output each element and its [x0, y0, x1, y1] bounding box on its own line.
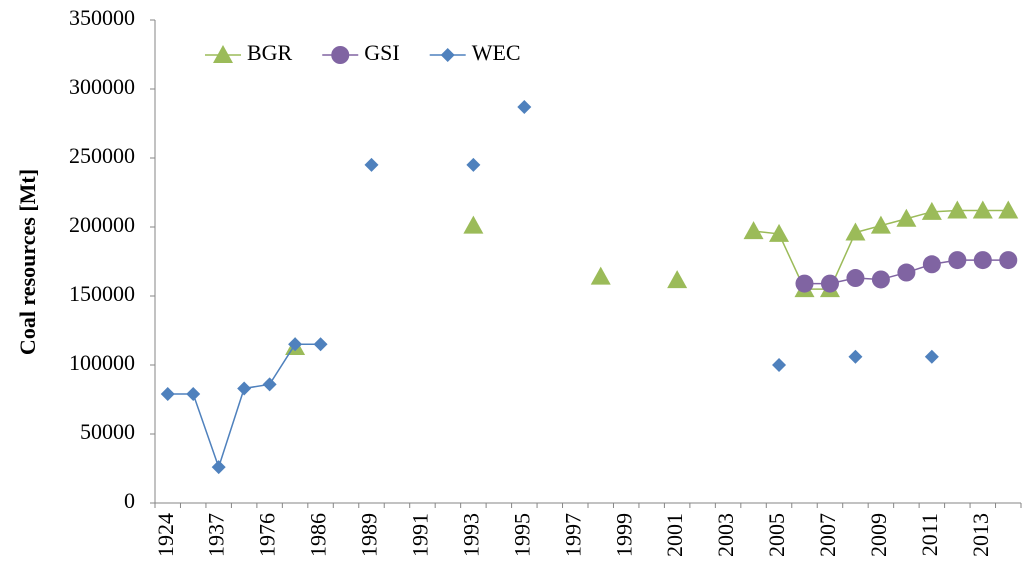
data-point [948, 251, 967, 270]
data-point [186, 386, 201, 401]
data-point [972, 200, 993, 219]
data-point [998, 200, 1019, 219]
legend-marker [331, 46, 350, 64]
data-point [897, 263, 916, 282]
data-point [743, 221, 764, 240]
x-tick-label: 2007 [815, 513, 840, 557]
data-point [795, 274, 814, 293]
x-tick-label: 1986 [306, 513, 331, 557]
data-point [769, 223, 790, 242]
data-point [922, 255, 941, 274]
data-point [160, 386, 175, 401]
data-point [870, 215, 891, 234]
data-point [237, 381, 252, 396]
data-point [772, 358, 787, 372]
data-point [262, 377, 277, 392]
y-tick-label: 50000 [80, 419, 135, 444]
data-point [871, 270, 890, 289]
legend-label: BGR [247, 40, 293, 65]
x-tick-label: 1976 [255, 513, 280, 557]
series-line [168, 344, 932, 467]
data-point [846, 269, 865, 288]
data-point [517, 99, 532, 114]
x-tick-label: 2013 [968, 513, 993, 557]
x-tick-label: 2009 [866, 513, 891, 557]
x-tick-label: 2001 [662, 513, 687, 557]
data-point [211, 460, 226, 475]
data-point [924, 349, 939, 364]
x-tick-label: 1937 [204, 513, 229, 557]
y-tick-label: 300000 [69, 74, 135, 99]
y-tick-label: 350000 [69, 5, 135, 30]
data-point [845, 222, 866, 241]
x-tick-label: 2011 [917, 513, 942, 556]
x-tick-label: 1995 [509, 513, 534, 557]
legend-marker [213, 45, 233, 63]
legend-label: GSI [364, 40, 399, 65]
data-point [848, 349, 863, 364]
data-point [364, 157, 379, 172]
x-tick-label: 1924 [153, 513, 178, 557]
data-point [590, 266, 611, 285]
y-tick-label: 200000 [69, 212, 135, 237]
data-point [667, 270, 688, 289]
x-tick-label: 1999 [611, 513, 636, 557]
y-axis-title: Coal resources [Mt] [15, 169, 40, 355]
x-tick-label: 1997 [560, 513, 585, 557]
x-tick-label: 1989 [357, 513, 382, 557]
data-point [820, 274, 839, 293]
data-point [466, 157, 481, 172]
y-tick-label: 100000 [69, 350, 135, 375]
data-point [921, 201, 942, 220]
data-point [896, 208, 917, 227]
data-point [463, 215, 484, 234]
data-point [313, 337, 328, 352]
x-tick-label: 2003 [713, 513, 738, 557]
legend-marker [440, 48, 455, 62]
y-tick-label: 150000 [69, 281, 135, 306]
data-point [973, 251, 992, 270]
x-tick-label: 1991 [407, 513, 432, 557]
data-point [999, 251, 1018, 270]
x-tick-label: 2005 [764, 513, 789, 557]
data-point [288, 337, 303, 352]
data-point [947, 200, 968, 219]
y-tick-label: 0 [124, 488, 135, 513]
x-tick-label: 1993 [458, 513, 483, 557]
y-tick-label: 250000 [69, 143, 135, 168]
legend-label: WEC [472, 40, 521, 65]
